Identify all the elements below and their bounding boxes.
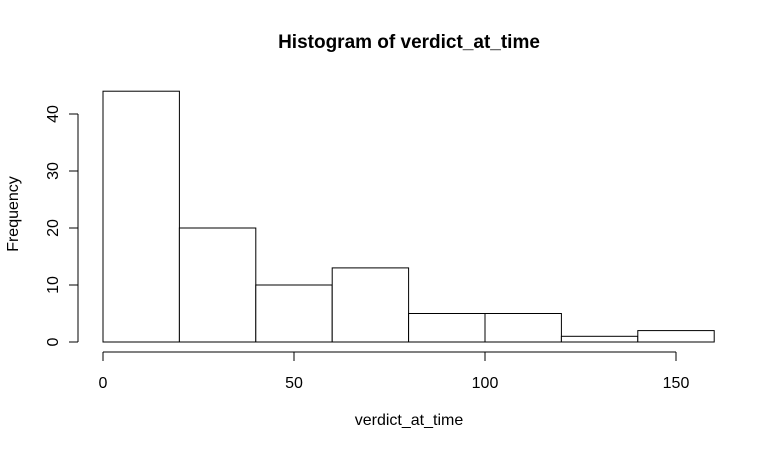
y-axis: 0 10 20 30 40: [45, 105, 79, 346]
y-tick-label: 40: [45, 105, 62, 123]
histogram-bar: [484, 313, 562, 343]
y-tick-label: 10: [45, 276, 62, 294]
y-tick-label: 30: [45, 162, 62, 180]
y-axis-label: Frequency: [5, 176, 22, 252]
histogram-bar: [255, 284, 333, 343]
x-axis: 0 50 100 150: [99, 351, 690, 392]
bars-group: [102, 90, 715, 343]
x-tick-label: 50: [285, 375, 303, 392]
histogram-bar: [637, 330, 715, 343]
histogram-bar: [331, 267, 410, 343]
x-axis-label: verdict_at_time: [355, 412, 464, 429]
histogram-bar: [560, 335, 639, 343]
chart-title: Histogram of verdict_at_time: [278, 32, 540, 53]
x-tick-label: 0: [99, 375, 108, 392]
histogram-bar: [408, 313, 486, 343]
x-tick-label: 100: [472, 375, 499, 392]
histogram-bar: [102, 90, 180, 343]
y-tick-label: 20: [45, 219, 62, 237]
x-tick-label: 150: [663, 375, 690, 392]
y-tick-label: 0: [45, 337, 62, 346]
histogram-bar: [178, 227, 257, 343]
